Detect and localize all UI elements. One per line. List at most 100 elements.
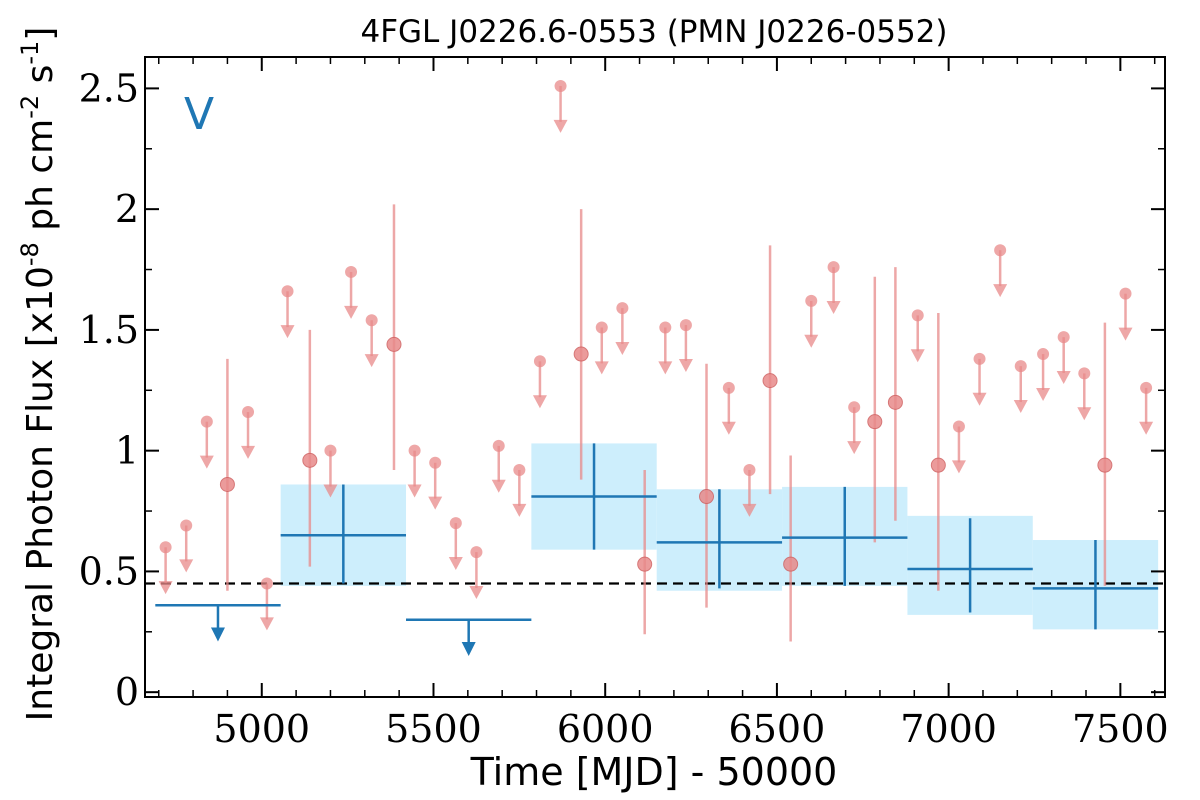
upper-limit-point	[973, 352, 986, 365]
axis-ticks	[145, 57, 1165, 697]
upper-limit-arrowhead	[1013, 400, 1028, 414]
upper-limit-arrowhead	[742, 503, 757, 517]
upper-limit-arrowhead	[179, 559, 194, 573]
upper-limit-point	[848, 401, 861, 414]
upper-limit-arrowhead	[826, 301, 841, 314]
flux-point	[783, 556, 799, 572]
upper-limit-point	[743, 463, 756, 476]
upper-limit-arrowhead	[344, 305, 359, 319]
upper-limit-arrowhead	[199, 455, 214, 469]
upper-limit-arrowhead	[158, 581, 173, 595]
flux-point	[699, 489, 715, 505]
upper-limit-point	[659, 321, 672, 334]
upper-limit-point	[470, 546, 483, 559]
upper-limit-point	[260, 577, 273, 590]
upper-limit-point	[533, 355, 546, 368]
y-tick-label: 2.5	[79, 66, 139, 110]
upper-limit-arrowhead	[847, 441, 862, 455]
upper-limit-arrowhead	[804, 334, 819, 348]
upper-limit-point	[429, 456, 442, 469]
flux-point	[637, 556, 653, 572]
upper-limit-arrowhead	[491, 479, 506, 493]
upper-limit-point	[1119, 287, 1132, 300]
y-tick-label: 2	[115, 187, 139, 231]
upper-limit-point	[492, 439, 505, 452]
x-tick-label: 5500	[385, 707, 482, 751]
upper-limit-arrowhead	[721, 421, 736, 435]
upper-limit-point	[679, 319, 692, 332]
flux-point	[573, 346, 589, 362]
upper-limit-point	[554, 79, 567, 92]
upper-limit-point	[281, 285, 294, 298]
upper-limit-point	[408, 444, 421, 457]
band-label: V	[184, 89, 214, 140]
x-tick-label: 7000	[900, 707, 997, 751]
upper-limit-point	[449, 517, 462, 530]
upper-limit-point	[911, 309, 924, 322]
upper-limit-point	[805, 294, 818, 307]
y-tick-label: 0.5	[79, 549, 139, 593]
upper-limit-point	[952, 420, 965, 433]
upper-limit-point	[159, 541, 172, 554]
upper-limit-arrowhead	[428, 496, 443, 510]
upper-limit-arrowhead	[1118, 327, 1133, 341]
upper-limit-arrowhead	[678, 358, 693, 372]
upper-limit-arrowhead	[448, 557, 463, 570]
upper-limit-point	[1057, 331, 1070, 344]
upper-limit-point	[513, 463, 526, 476]
upper-limit-point	[827, 261, 840, 274]
x-tick-label: 5000	[213, 707, 310, 751]
upper-limit-point	[1014, 360, 1027, 373]
flux-point	[867, 414, 883, 430]
upper-limit-arrowhead	[280, 325, 295, 339]
x-axis-label: Time [MJD] - 50000	[470, 750, 838, 794]
upper-limit-arrowhead	[512, 503, 527, 517]
upper-limit-arrowhead	[259, 617, 274, 631]
upper-limit-arrowhead	[910, 349, 925, 363]
upper-limit-arrowhead	[461, 641, 476, 656]
x-tick-labels: 5000 5500 6000 6500 7000 7500	[213, 707, 1168, 751]
upper-limit-point	[180, 519, 193, 532]
flux-point	[219, 476, 235, 492]
flux-point	[386, 336, 402, 352]
upper-limit-arrowhead	[241, 445, 256, 459]
y-tick-label: 1.5	[79, 308, 139, 352]
upper-limit-arrowhead	[658, 361, 673, 375]
upper-limit-arrowhead	[1077, 407, 1092, 421]
upper-limit-point	[994, 244, 1007, 257]
upper-limit-arrowhead	[1139, 421, 1154, 435]
upper-limit-arrowhead	[364, 354, 379, 368]
upper-limit-arrowhead	[594, 361, 609, 375]
upper-limit-arrowhead	[951, 460, 966, 474]
y-tick-labels: 0 0.5 1 1.5 2 2.5	[79, 66, 139, 714]
x-tick-label: 6000	[557, 707, 654, 751]
chart-title: 4FGL J0226.6-0553 (PMN J0226-0552)	[360, 14, 947, 50]
upper-limit-point	[1037, 348, 1050, 361]
x-tick-label: 7500	[1072, 707, 1169, 751]
upper-limit-arrowhead	[993, 284, 1008, 298]
upper-limit-point	[242, 406, 255, 419]
flux-point	[1097, 457, 1113, 473]
flux-point	[887, 394, 903, 410]
upper-limit-point	[324, 444, 337, 457]
y-axis-label: Integral Photon Flux [x10-8 ph cm-2 s-1]	[16, 27, 61, 722]
upper-limit-point	[200, 415, 213, 428]
flux-point	[762, 373, 778, 389]
upper-limit-point	[1078, 367, 1091, 380]
upper-limit-point	[345, 265, 358, 278]
upper-limit-arrowhead	[553, 119, 568, 133]
upper-limit-arrowhead	[972, 392, 987, 406]
upper-limit-arrowhead	[210, 627, 225, 642]
y-tick-label: 0	[115, 670, 139, 714]
flux-point	[302, 452, 318, 468]
plot-frame	[144, 56, 1166, 698]
upper-limit-arrowhead	[407, 484, 422, 498]
upper-limit-arrowhead	[1036, 387, 1051, 401]
coarse-bin-series	[155, 443, 1159, 656]
upper-limit-arrowhead	[1056, 371, 1071, 385]
y-tick-label: 1	[115, 429, 139, 473]
upper-limit-arrowhead	[615, 342, 630, 356]
fine-bin-series	[158, 79, 1154, 642]
